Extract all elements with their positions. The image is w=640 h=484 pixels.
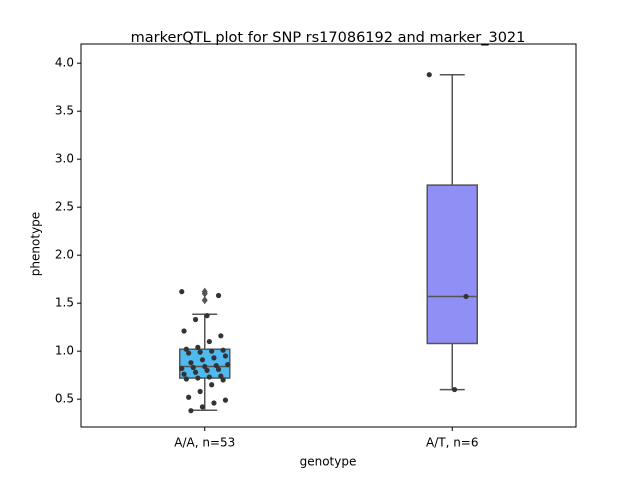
strip-point <box>222 397 229 403</box>
x-tick-label: A/A, n=53 <box>174 436 235 450</box>
strip-point <box>218 373 224 379</box>
outlier <box>201 287 208 296</box>
strip-point <box>206 374 212 380</box>
strip-point <box>202 363 208 370</box>
strip-point <box>218 333 224 339</box>
y-tick-label: 2.0 <box>55 248 74 262</box>
y-tick-label: 1.5 <box>55 296 74 310</box>
chart-title: markerQTL plot for SNP rs17086192 and ma… <box>131 30 526 46</box>
strip-point <box>199 357 206 363</box>
x-tick-label: A/T, n=6 <box>426 436 479 450</box>
strip-point <box>426 72 432 78</box>
strip-point <box>206 338 212 345</box>
x-axis-label: genotype <box>300 455 357 469</box>
strip-point <box>186 394 192 400</box>
strip-point <box>220 377 226 383</box>
y-axis-label: phenotype <box>29 212 43 276</box>
strip-point <box>181 328 187 334</box>
y-tick-label: 0.5 <box>55 392 74 406</box>
strip-point <box>192 369 199 375</box>
strip-point <box>215 292 222 299</box>
strip-point <box>195 344 201 350</box>
strip-point <box>204 313 210 319</box>
strip-point <box>183 376 189 382</box>
strip-point <box>199 404 206 410</box>
strip-point <box>204 367 210 373</box>
strip-point <box>215 366 222 373</box>
strip-point <box>190 364 196 371</box>
strip-point <box>222 353 229 359</box>
strip-point <box>186 350 192 356</box>
strip-point <box>197 349 203 355</box>
strip-point <box>192 316 199 323</box>
y-tick-label: 1.0 <box>55 344 74 358</box>
strip-point <box>220 347 226 353</box>
y-tick-label: 3.5 <box>55 104 74 118</box>
strip-point <box>451 386 458 393</box>
strip-point <box>181 371 187 377</box>
strip-point <box>213 362 219 369</box>
strip-point <box>188 360 194 366</box>
strip-point <box>209 348 215 354</box>
y-tick-label: 2.5 <box>55 200 74 214</box>
strip-point <box>179 289 185 295</box>
strip-point <box>195 375 201 381</box>
strip-point <box>209 382 215 388</box>
y-tick-label: 4.0 <box>55 56 74 70</box>
box <box>426 184 478 345</box>
strip-point <box>179 365 185 372</box>
strip-point <box>211 400 217 406</box>
outlier <box>201 296 208 305</box>
strip-point <box>211 355 217 361</box>
strip-point <box>197 388 203 395</box>
strip-point <box>463 293 469 300</box>
strip-point <box>225 362 231 368</box>
strip-point <box>188 408 194 414</box>
plot-frame <box>80 43 577 428</box>
y-tick-label: 3.0 <box>55 152 74 166</box>
strip-point <box>183 346 189 352</box>
